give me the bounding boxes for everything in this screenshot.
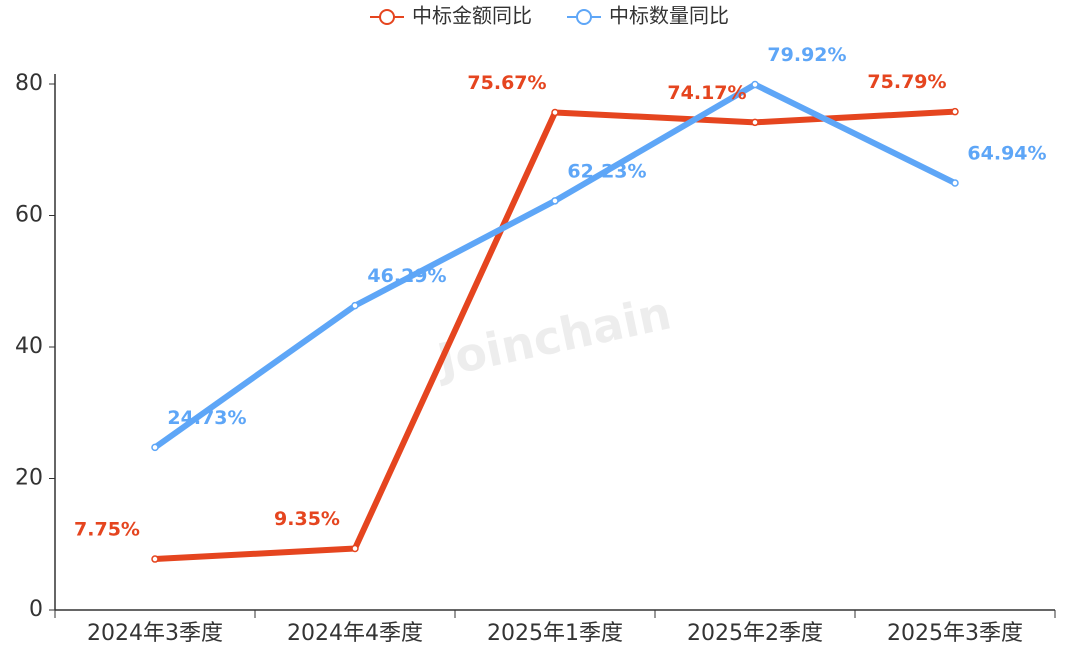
data-label: 64.94% xyxy=(967,143,1046,165)
data-label: 24.73% xyxy=(167,407,246,429)
data-label: 9.35% xyxy=(274,508,340,530)
legend-label: 中标数量同比 xyxy=(609,4,729,28)
x-tick-label: 2024年3季度 xyxy=(87,621,223,646)
legend-marker xyxy=(379,9,395,25)
x-tick-label: 2025年1季度 xyxy=(487,621,623,646)
data-label: 7.75% xyxy=(74,519,140,541)
x-tick-label: 2024年4季度 xyxy=(287,621,423,646)
x-tick-label: 2025年3季度 xyxy=(887,621,1023,646)
data-label: 75.79% xyxy=(867,71,946,93)
y-tick-label: 20 xyxy=(15,466,43,491)
y-tick-label: 0 xyxy=(29,597,43,622)
point xyxy=(551,108,559,117)
point xyxy=(351,544,359,553)
legend-label: 中标金额同比 xyxy=(412,4,532,28)
data-label: 46.29% xyxy=(367,265,446,287)
data-label: 79.92% xyxy=(767,44,846,66)
point xyxy=(351,301,359,310)
data-label: 74.17% xyxy=(667,82,746,104)
point xyxy=(751,80,759,89)
data-label: 62.23% xyxy=(567,160,646,182)
point xyxy=(751,118,759,127)
point xyxy=(951,179,959,187)
y-tick-label: 80 xyxy=(15,71,43,96)
data-label: 75.67% xyxy=(467,72,546,94)
y-tick-label: 40 xyxy=(15,334,43,359)
legend-marker xyxy=(576,9,592,25)
point xyxy=(951,107,959,116)
point xyxy=(151,443,159,452)
point xyxy=(551,197,559,205)
point xyxy=(151,555,159,563)
x-tick-label: 2025年2季度 xyxy=(687,621,823,646)
y-tick-label: 60 xyxy=(15,203,43,228)
series-line xyxy=(153,81,957,450)
